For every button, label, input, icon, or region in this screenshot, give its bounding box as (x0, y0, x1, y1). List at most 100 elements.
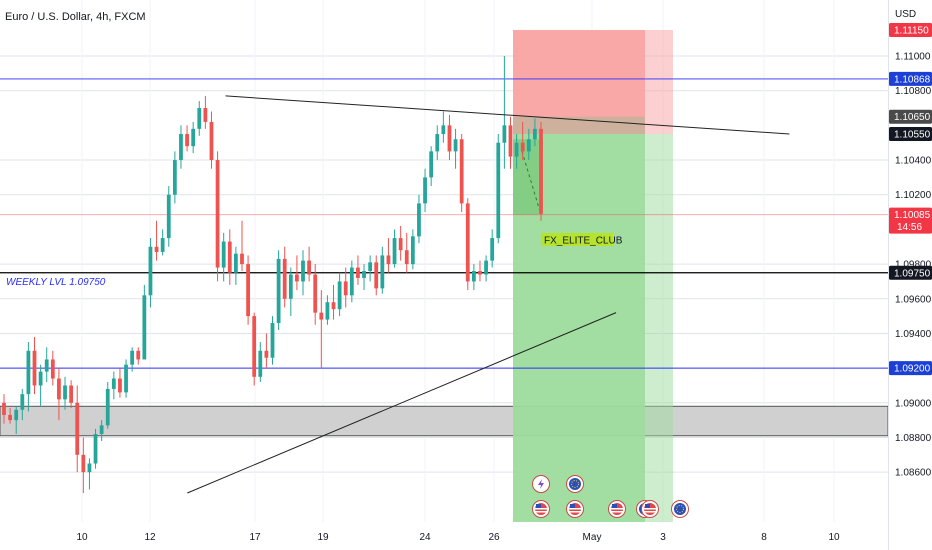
y-tick-label: 1.09600 (895, 294, 932, 305)
candle-body (368, 262, 373, 272)
entry-zone (513, 116, 645, 135)
candle-body (508, 125, 513, 157)
candle (50, 350, 55, 386)
candle-body (349, 267, 354, 296)
candle-body (209, 121, 214, 161)
y-tick-label: 1.10400 (895, 156, 932, 167)
candle (26, 342, 31, 412)
candle-body (319, 312, 324, 320)
candle-body (154, 246, 159, 252)
price-label-box (889, 207, 932, 234)
candle (447, 114, 452, 161)
candle (118, 368, 122, 398)
candle-body (69, 385, 74, 403)
candle (471, 264, 476, 291)
candle (374, 255, 379, 296)
candle (14, 406, 19, 435)
x-tick-label: 10 (828, 532, 840, 543)
fx-elite-club-tag: FX_ELITE_CLUB (541, 233, 623, 247)
candle-body (221, 241, 226, 268)
candle-body (258, 350, 263, 377)
candle-body (453, 139, 458, 152)
x-tick-label: 10 (76, 532, 88, 543)
candle-body (81, 454, 86, 473)
candle-body (20, 394, 25, 410)
candle-body (264, 350, 269, 358)
candle-body (136, 350, 141, 360)
candle-body (233, 253, 238, 273)
candle-body (417, 203, 421, 237)
y-tick-label: 1.11000 (895, 52, 931, 63)
candle-body (166, 194, 171, 239)
price-label-box (889, 127, 932, 142)
candle-body (410, 236, 415, 265)
candle-body (520, 142, 525, 152)
candle-body (496, 142, 501, 239)
candle (410, 229, 415, 270)
candle (533, 118, 537, 147)
candle (87, 458, 92, 490)
candle (331, 284, 336, 320)
candle-body (362, 271, 366, 278)
candle-body (465, 203, 470, 282)
candle-body (404, 250, 409, 265)
y-tick-label: 1.10200 (895, 190, 932, 201)
candle-body (185, 134, 189, 147)
price-label: 1.09750 (894, 268, 931, 279)
symbol-title: Euro / U.S. Dollar, 4h, FXCM (5, 11, 146, 23)
candle (75, 385, 80, 473)
y-tick-label: 1.09400 (895, 329, 932, 340)
price-label: 1.11150 (894, 26, 929, 37)
candle-body (111, 378, 116, 389)
candle-body (105, 388, 110, 426)
candle-body (87, 463, 92, 473)
us-flag-icon (566, 500, 584, 518)
candle-body (130, 350, 135, 365)
candle (130, 347, 135, 372)
price-label-box (889, 23, 932, 37)
candle-body (514, 142, 519, 157)
candle-body (343, 281, 348, 296)
candle (148, 238, 153, 308)
x-tick-label: 12 (144, 532, 156, 543)
candle-body (276, 258, 281, 324)
x-tick-label: May (583, 532, 602, 543)
candle (69, 380, 74, 409)
candle-body (295, 274, 299, 282)
candle-body (142, 295, 147, 360)
candle (386, 238, 391, 273)
zones (0, 30, 889, 523)
candle (392, 229, 397, 268)
candle-body (471, 271, 476, 282)
x-tick-label: 26 (488, 532, 500, 543)
candle-body (26, 350, 31, 395)
levels (0, 78, 888, 369)
x-tick-label: 19 (317, 532, 329, 543)
candle-body (246, 264, 250, 317)
candle-body (435, 134, 440, 152)
candle-body (148, 246, 153, 296)
candle-body (301, 260, 305, 282)
eu-flag-icon (671, 500, 689, 518)
candle (221, 232, 226, 282)
candle-body (63, 385, 67, 400)
x-tick-label: 17 (249, 532, 261, 543)
weekly-level-label: WEEKLY LVL 1.09750 (6, 277, 106, 288)
candle (44, 347, 49, 383)
time-axis[interactable]: 10 12 17 19 24 26 May 3 8 10 (76, 532, 840, 543)
candle (417, 194, 421, 244)
x-tick-label: 8 (761, 532, 767, 543)
candle (172, 151, 177, 204)
candle-body (124, 364, 128, 393)
candle (356, 255, 360, 285)
price-label-box (889, 109, 932, 124)
y-tick-label: 1.08600 (895, 468, 932, 479)
candle-body (252, 316, 257, 377)
candle-body (490, 238, 495, 261)
candle (423, 168, 427, 213)
candle (319, 290, 324, 369)
candle (337, 272, 342, 317)
candle (276, 250, 281, 330)
